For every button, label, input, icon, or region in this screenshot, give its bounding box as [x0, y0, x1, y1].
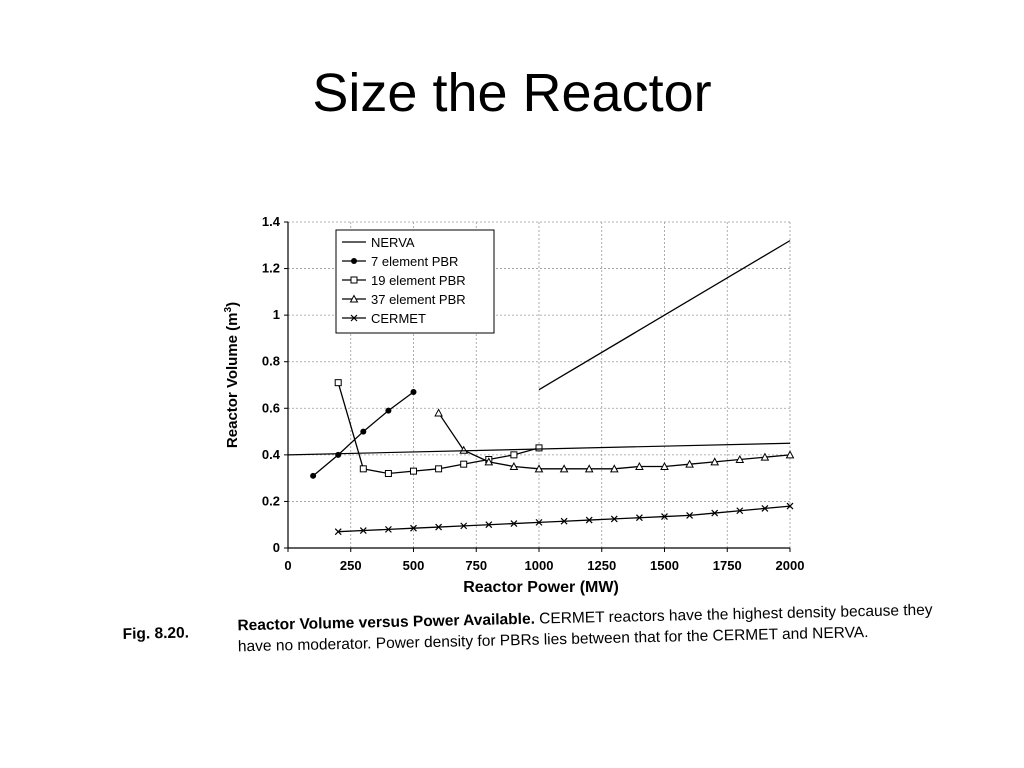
data-point-19-element-pbr: [510, 451, 518, 459]
data-point-cermet: [585, 516, 593, 524]
legend-box: [335, 229, 495, 334]
data-point-cermet: [410, 524, 417, 532]
series-layer: [287, 240, 795, 536]
figure-label: Fig. 8.20.: [122, 624, 190, 643]
y-tick-label: 0.2: [262, 493, 280, 508]
x-tick-label: 750: [465, 558, 487, 573]
unlabeled-reference-line: [287, 442, 791, 456]
axes: 0 250 500 750 1000 1250 1500 1750 2000 0 0.2 0.4 0.6…: [262, 214, 805, 573]
data-point-37-element-pbr: [760, 452, 770, 461]
legend-entry: 19 element PBR: [342, 273, 466, 288]
legend-marker: [350, 314, 358, 322]
x-tick-label: 0: [284, 558, 291, 573]
legend-marker: [350, 276, 358, 284]
series-line-nerva: [538, 240, 791, 391]
data-point-37-element-pbr: [534, 464, 544, 473]
reactor-volume-chart: 0 250 500 750 1000 1250 1500 1750 2000 0 0.2 0.4 0.6…: [223, 214, 805, 596]
data-point-19-element-pbr: [334, 379, 342, 387]
legend: NERVA 7 element PBR 19 element PBR 37 eleme…: [335, 229, 495, 334]
legend-label: NERVA: [371, 235, 415, 250]
y-tick-label: 1.2: [262, 261, 280, 276]
figure-caption-title: Reactor Volume versus Power Available.: [237, 610, 536, 635]
data-point-7-element-pbr: [335, 451, 342, 458]
data-point-cermet: [736, 507, 744, 515]
data-point-19-element-pbr: [535, 444, 543, 452]
data-point-7-element-pbr: [385, 407, 392, 414]
data-point-cermet: [686, 511, 694, 519]
data-point-37-element-pbr: [484, 457, 494, 466]
y-tick-label: 0.4: [262, 447, 281, 462]
data-point-7-element-pbr: [360, 428, 367, 435]
x-tick-label: 250: [340, 558, 362, 573]
data-point-cermet: [711, 509, 719, 517]
data-point-7-element-pbr: [310, 472, 317, 479]
data-point-37-element-pbr: [710, 457, 720, 466]
data-point-cermet: [435, 523, 443, 531]
legend-marker: [349, 294, 359, 303]
y-axis-label-superscript: 3: [223, 306, 234, 312]
data-point-cermet: [535, 518, 543, 526]
series-nerva: [538, 240, 791, 391]
data-point-cermet: [384, 525, 392, 533]
figure-caption-body: Reactor Volume versus Power Available. C…: [237, 599, 958, 657]
series-cermet: [334, 502, 794, 536]
data-point-cermet: [635, 514, 643, 522]
data-point-37-element-pbr: [635, 461, 644, 470]
data-point-19-element-pbr: [359, 465, 367, 473]
data-point-cermet: [786, 502, 794, 510]
x-tick-label: 1250: [587, 558, 616, 573]
data-point-cermet: [560, 517, 568, 525]
x-tick-label: 1000: [525, 558, 554, 573]
x-tick-label: 1750: [713, 558, 742, 573]
data-point-37-element-pbr: [609, 464, 619, 473]
legend-entry: NERVA: [342, 235, 415, 250]
data-point-37-element-pbr: [509, 461, 519, 470]
legend-label: 7 element PBR: [371, 254, 458, 269]
y-axis-label-tail: ): [224, 302, 241, 307]
y-tick-label: 0.8: [262, 354, 280, 369]
data-point-19-element-pbr: [460, 460, 468, 468]
x-tick-label: 2000: [776, 558, 805, 573]
y-tick-label: 1.4: [262, 214, 281, 229]
data-point-37-element-pbr: [434, 408, 443, 417]
data-point-19-element-pbr: [384, 469, 392, 477]
legend-entry: 7 element PBR: [342, 254, 458, 269]
data-point-19-element-pbr: [435, 465, 443, 473]
y-tick-label: 1: [273, 307, 280, 322]
data-point-cermet: [761, 504, 769, 512]
data-point-cermet: [661, 513, 668, 520]
data-point-7-element-pbr: [410, 388, 417, 395]
y-tick-label: 0: [273, 540, 280, 555]
data-point-cermet: [460, 522, 468, 530]
legend-marker: [351, 258, 357, 264]
x-tick-label: 500: [403, 558, 425, 573]
x-tick-label: 1500: [650, 558, 679, 573]
data-point-37-element-pbr: [785, 450, 795, 459]
data-point-37-element-pbr: [584, 464, 594, 473]
data-point-cermet: [510, 520, 518, 527]
y-tick-label: 0.6: [262, 400, 280, 415]
data-point-37-element-pbr: [660, 461, 669, 470]
data-point-cermet: [485, 521, 493, 529]
series-19-element-pbr: [334, 379, 543, 477]
data-point-37-element-pbr: [685, 459, 694, 468]
data-point-cermet: [359, 527, 367, 534]
series-line-cermet: [338, 505, 791, 533]
legend-entry: CERMET: [342, 311, 426, 326]
x-axis-label: Reactor Power (MW): [463, 579, 619, 596]
legend-label: 19 element PBR: [371, 273, 466, 288]
data-point-37-element-pbr: [459, 445, 469, 454]
data-point-37-element-pbr: [559, 464, 569, 473]
legend-label: 37 element PBR: [371, 292, 466, 307]
data-point-cermet: [610, 515, 618, 523]
legend-entry: 37 element PBR: [342, 292, 466, 307]
series-37-element-pbr: [434, 408, 795, 473]
y-axis-label-base: Reactor Volume (m: [224, 312, 241, 448]
slide-title: Size the Reactor: [312, 63, 712, 123]
data-point-cermet: [334, 528, 342, 536]
data-point-37-element-pbr: [735, 454, 745, 464]
y-axis-label: Reactor Volume (m3): [223, 302, 241, 448]
data-point-19-element-pbr: [410, 467, 417, 475]
legend-label: CERMET: [371, 311, 426, 326]
